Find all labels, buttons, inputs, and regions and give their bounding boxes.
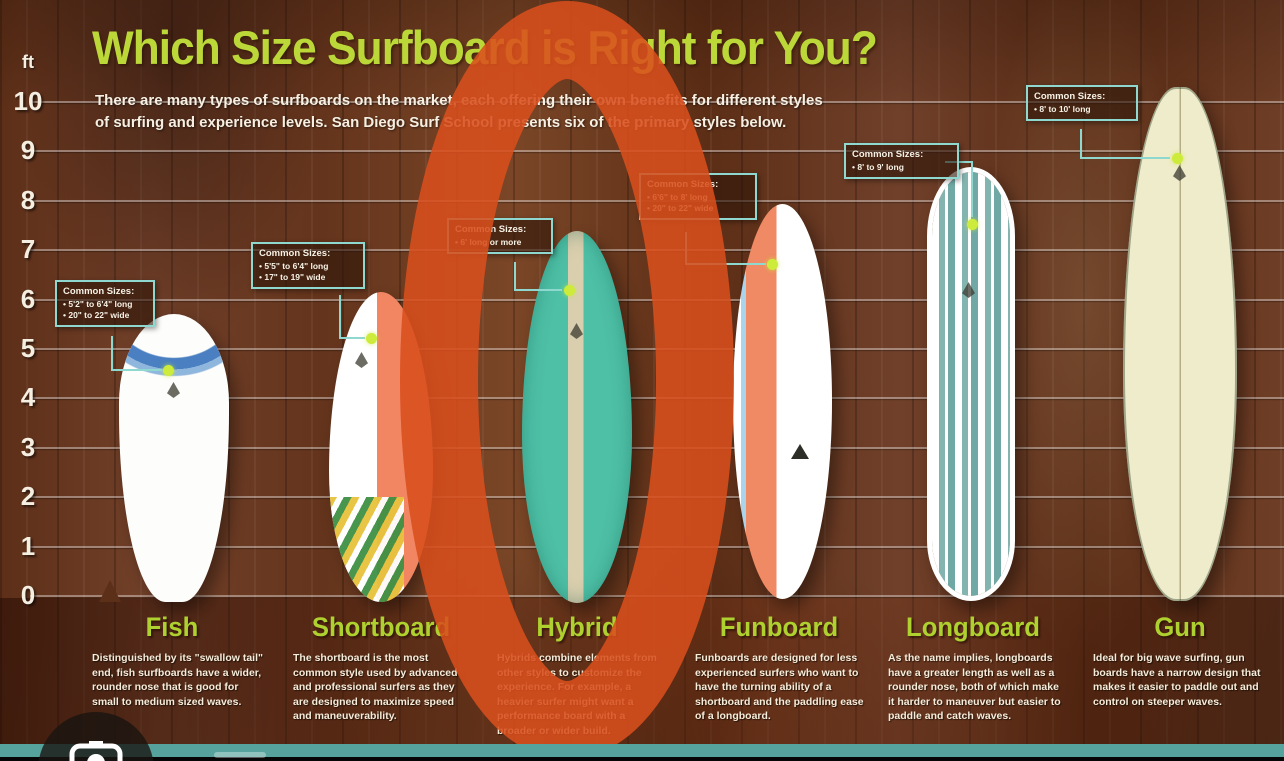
bottom-bar-highlight xyxy=(214,752,266,758)
callout-heading: Common Sizes: xyxy=(259,248,331,259)
axis-tick-label: 0 xyxy=(20,580,36,610)
board-description-fish: Distinguished by its "swallow tail" end,… xyxy=(92,652,263,708)
axis-tick-label: 9 xyxy=(20,135,36,166)
board-name-hybrid: Hybrid xyxy=(536,612,618,642)
gridline xyxy=(30,298,1284,301)
callout-size-line: • 6' long or more xyxy=(455,237,522,247)
board-name-longboard: Longboard xyxy=(906,612,1040,642)
board-gun xyxy=(1123,87,1237,601)
gridline xyxy=(30,249,1284,252)
callout-size-line: • 8' to 9' long xyxy=(852,162,904,172)
callout-size-line: • 5'5" to 6'4" long xyxy=(259,261,329,271)
board-logo-icon xyxy=(1173,165,1186,181)
axis-tick-label: 10 xyxy=(13,86,43,116)
callout-longboard: Common Sizes: • 8' to 9' long xyxy=(844,143,959,179)
callout-heading: Common Sizes: xyxy=(1034,91,1106,102)
axis-tick-label: 5 xyxy=(20,333,36,363)
board-description-hybrid: Hybrids combine elements from other styl… xyxy=(497,652,657,737)
board-name-fish: Fish xyxy=(145,612,199,642)
gridline xyxy=(30,595,1284,597)
callout-size-line: • 6'6" to 8' long xyxy=(647,192,708,202)
callout-heading: Common Sizes: xyxy=(647,179,719,190)
callout-hybrid: Common Sizes: • 6' long or more xyxy=(447,218,553,254)
callout-anchor-dot xyxy=(1172,153,1183,164)
callout-size-line: • 8' to 10' long xyxy=(1034,104,1091,114)
callout-anchor-dot xyxy=(564,285,575,296)
callout-heading: Common Sizes: xyxy=(852,149,924,160)
board-description-gun: Ideal for big wave surfing, gun boards h… xyxy=(1093,652,1261,708)
board-description-longboard: As the name implies, longboards have a g… xyxy=(888,652,1061,722)
axis-tick-label: 1 xyxy=(20,530,36,561)
axis-tick-label: 4 xyxy=(20,382,36,413)
subtitle-line-2: of surfing and experience levels. San Di… xyxy=(95,114,787,131)
board-logo-icon xyxy=(570,323,583,339)
subtitle: There are many types of surfboards on th… xyxy=(95,90,895,134)
gridline xyxy=(30,545,1284,548)
board-logo-icon xyxy=(355,352,368,368)
page-title: Which Size Surfboard is Right for You? xyxy=(92,21,878,74)
bottom-teal-bar xyxy=(0,744,1284,757)
board-logo-icon xyxy=(962,282,975,298)
board-funboard xyxy=(733,204,832,599)
board-logo-icon xyxy=(791,444,809,459)
callout-fish: Common Sizes: • 5'2" to 6'4" long • 20" … xyxy=(55,280,155,327)
callout-size-line: • 20" to 22" wide xyxy=(647,203,714,213)
callout-gun: Common Sizes: • 8' to 10' long xyxy=(1026,85,1138,121)
camera-icon xyxy=(69,741,123,761)
fish-swallow-tail-notch xyxy=(99,580,121,602)
callout-anchor-dot xyxy=(967,219,978,230)
board-longboard xyxy=(927,167,1015,601)
board-description-shortboard: The shortboard is the most common style … xyxy=(293,652,458,722)
gridline xyxy=(30,150,1284,153)
axis-tick-label: 3 xyxy=(20,431,36,462)
callout-anchor-dot xyxy=(366,333,377,344)
board-name-gun: Gun xyxy=(1154,612,1206,642)
callout-shortboard: Common Sizes: • 5'5" to 6'4" long • 17" … xyxy=(251,242,365,289)
callout-anchor-dot xyxy=(163,365,174,376)
board-name-shortboard: Shortboard xyxy=(311,612,451,642)
callout-anchor-dot xyxy=(767,259,778,270)
callout-size-line: • 17" to 19" wide xyxy=(259,272,326,282)
callout-size-line: • 20" to 22" wide xyxy=(63,310,130,320)
subtitle-line-1: There are many types of surfboards on th… xyxy=(95,92,823,109)
callout-funboard: Common Sizes: • 6'6" to 8' long • 20" to… xyxy=(639,173,757,220)
bottom-black-bar xyxy=(0,757,1284,761)
axis-unit-label: ft xyxy=(22,52,34,72)
board-logo-icon xyxy=(167,382,180,398)
board-description-funboard: Funboards are designed for less experien… xyxy=(695,652,864,722)
callout-heading: Common Sizes: xyxy=(63,286,135,297)
callout-heading: Common Sizes: xyxy=(455,224,527,235)
board-name-funboard: Funboard xyxy=(719,612,839,642)
callout-size-line: • 5'2" to 6'4" long xyxy=(63,299,133,309)
axis-tick-label: 2 xyxy=(20,481,36,512)
axis-tick-label: 8 xyxy=(20,184,36,215)
axis-tick-label: 7 xyxy=(20,234,36,265)
axis-tick-label: 6 xyxy=(20,283,36,314)
